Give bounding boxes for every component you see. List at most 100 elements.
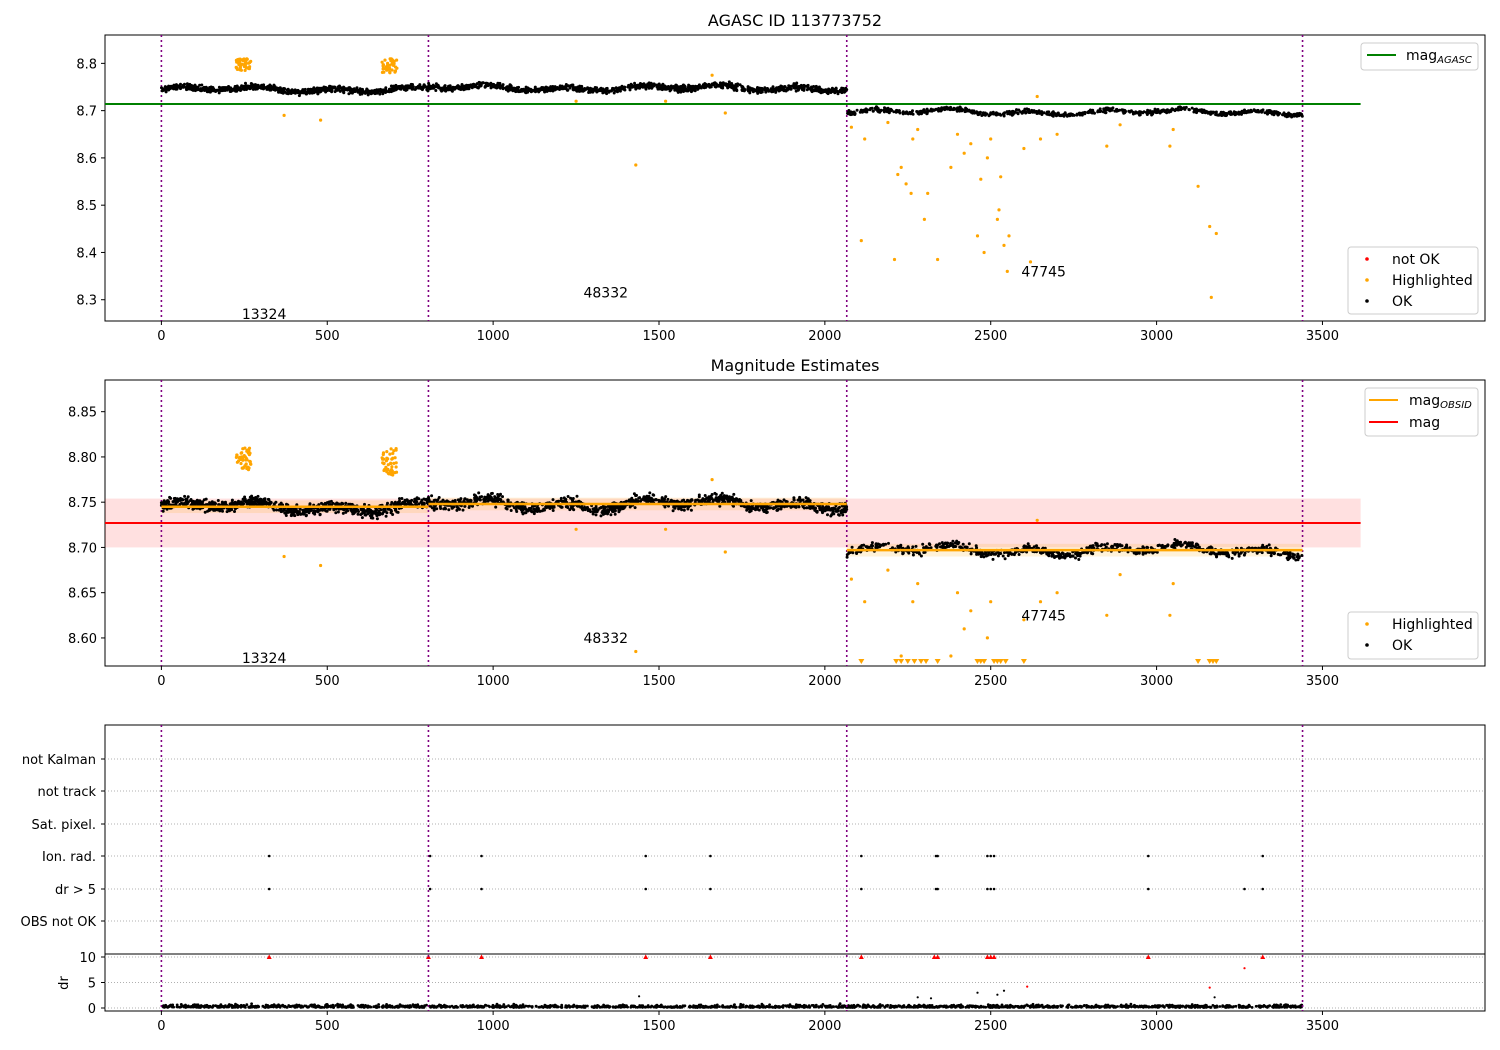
x-tick-label: 1000 xyxy=(477,329,510,344)
highlighted-point xyxy=(975,234,980,238)
highlighted-point xyxy=(245,57,249,61)
ok-point xyxy=(200,83,204,87)
ok-point xyxy=(338,89,342,93)
ok-point xyxy=(765,511,768,515)
ok-point xyxy=(172,84,176,88)
ok-point xyxy=(771,507,775,511)
ok-point xyxy=(1194,107,1198,111)
ok-point xyxy=(282,87,286,90)
ok-point xyxy=(191,88,195,92)
ok-point xyxy=(639,499,642,503)
y-tick-label: 8.85 xyxy=(68,406,97,421)
ok-point xyxy=(183,494,187,498)
ok-point xyxy=(732,88,736,92)
ok-point xyxy=(774,90,778,94)
ok-point xyxy=(233,87,237,91)
ok-point xyxy=(172,499,176,503)
ok-point xyxy=(722,494,726,498)
ok-point xyxy=(783,85,787,88)
ok-point xyxy=(778,86,782,90)
ok-point xyxy=(296,513,300,517)
ok-point xyxy=(1291,113,1294,117)
ok-point xyxy=(1242,553,1246,557)
legend-label-mag-text: mag xyxy=(1406,48,1437,64)
ok-point xyxy=(794,89,798,93)
ok-point xyxy=(488,498,492,502)
ok-point xyxy=(301,90,305,94)
ok-point xyxy=(1021,109,1025,113)
ok-point xyxy=(389,508,393,512)
y-tick-label: 8.60 xyxy=(68,632,97,647)
ok-point xyxy=(227,85,230,88)
ok-point xyxy=(229,89,233,93)
ok-point xyxy=(316,92,320,96)
ok-point xyxy=(515,87,519,91)
legend-label-sub-agasc: AGASC xyxy=(1436,55,1472,66)
ok-point xyxy=(360,516,364,520)
ok-point xyxy=(339,86,343,90)
ok-point xyxy=(233,510,236,513)
ok-point xyxy=(740,89,744,92)
ok-point xyxy=(273,88,277,92)
ok-point xyxy=(591,89,594,93)
ok-point xyxy=(370,514,374,518)
highlighted-point xyxy=(1022,146,1026,151)
ok-point xyxy=(565,88,569,92)
ok-point xyxy=(626,85,630,89)
x-tick-label: 3000 xyxy=(1140,674,1173,689)
ok-point xyxy=(572,508,576,512)
observation-label: 48332 xyxy=(583,286,628,302)
highlighted-point xyxy=(380,70,384,74)
ok-point xyxy=(760,90,764,94)
ok-point xyxy=(629,82,633,86)
ok-point xyxy=(677,507,681,511)
ok-point xyxy=(897,109,901,113)
ok-point xyxy=(384,91,387,94)
highlighted-point xyxy=(1209,295,1213,299)
ok-point xyxy=(689,498,693,502)
ok-point xyxy=(735,84,739,88)
ok-point xyxy=(336,510,340,514)
ok-point xyxy=(217,85,221,89)
ok-point xyxy=(436,498,440,502)
ok-point xyxy=(266,497,270,501)
ok-point xyxy=(237,501,241,505)
highlighted-point xyxy=(383,58,387,62)
ok-point xyxy=(418,85,422,89)
ok-point xyxy=(265,501,269,505)
ok-point xyxy=(901,110,905,114)
ok-point xyxy=(172,497,176,500)
ok-point xyxy=(266,84,270,88)
ok-point xyxy=(727,80,731,84)
ok-point xyxy=(281,91,285,95)
highlighted-point xyxy=(995,217,1000,221)
ok-point xyxy=(474,499,478,503)
x-tick-label: 0 xyxy=(157,329,165,344)
ok-point xyxy=(501,495,504,499)
ok-point xyxy=(398,499,401,503)
legend-marker-2 xyxy=(1365,299,1369,303)
ok-point xyxy=(384,514,388,518)
ok-point xyxy=(193,83,197,87)
ok-point xyxy=(494,505,498,509)
ok-point xyxy=(1233,110,1237,114)
ok-point xyxy=(519,89,523,93)
ok-point xyxy=(1190,106,1194,110)
ok-point xyxy=(791,84,795,88)
ok-point xyxy=(1208,110,1212,114)
ok-point xyxy=(1040,110,1044,114)
ok-point xyxy=(828,90,832,94)
ok-point xyxy=(644,495,648,499)
ok-point xyxy=(204,497,208,501)
ok-point xyxy=(981,111,985,115)
ok-point xyxy=(258,497,262,501)
ok-point xyxy=(324,509,328,513)
x-tick-label: 1500 xyxy=(642,329,675,344)
ok-point xyxy=(819,91,823,95)
ok-point xyxy=(253,501,257,505)
ok-point xyxy=(422,83,426,87)
ok-point xyxy=(175,85,179,89)
highlighted-point xyxy=(1005,269,1009,273)
ok-point xyxy=(998,112,1002,116)
ok-point xyxy=(432,499,436,502)
